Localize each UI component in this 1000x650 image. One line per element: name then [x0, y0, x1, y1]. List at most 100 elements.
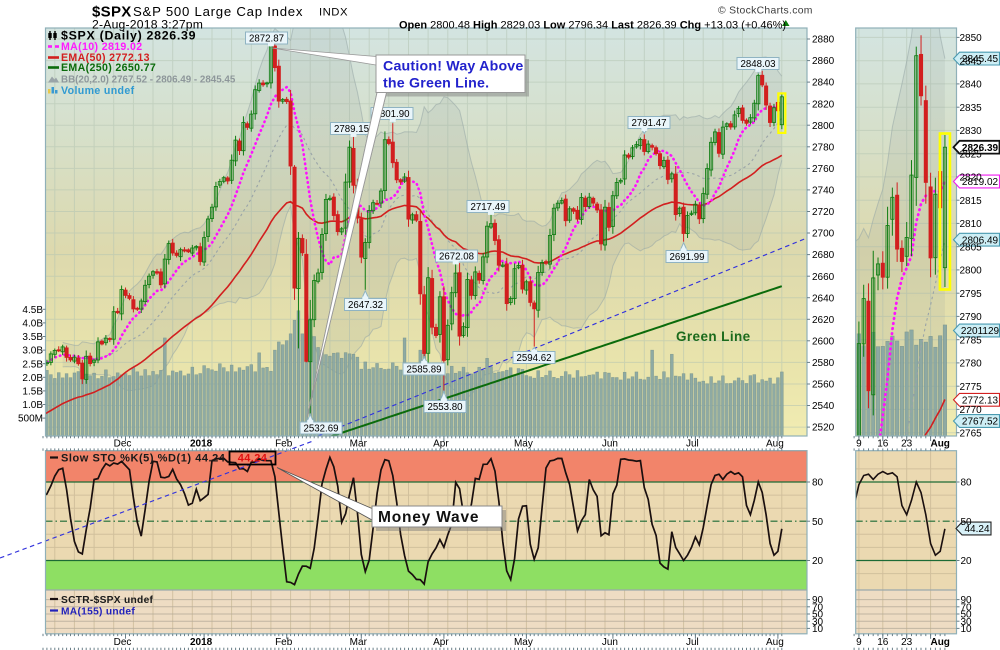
svg-text:Apr: Apr	[433, 439, 449, 450]
svg-text:Jul: Jul	[686, 439, 699, 450]
svg-text:May: May	[514, 637, 533, 648]
svg-text:2819.02: 2819.02	[962, 177, 999, 188]
svg-text:Mar: Mar	[350, 637, 368, 648]
svg-text:$SPX (Daily) 2826.39: $SPX (Daily) 2826.39	[61, 29, 196, 43]
svg-text:2600: 2600	[812, 336, 835, 347]
svg-text:50: 50	[812, 517, 824, 528]
svg-text:90: 90	[812, 595, 824, 606]
svg-text:2835: 2835	[960, 103, 983, 114]
svg-text:2620: 2620	[812, 315, 835, 326]
svg-text:Dec: Dec	[114, 439, 132, 450]
svg-text:2840: 2840	[960, 80, 983, 91]
svg-text:80: 80	[812, 478, 824, 489]
svg-text:2800: 2800	[960, 266, 983, 277]
svg-text:16: 16	[877, 439, 889, 450]
svg-text:2848.03: 2848.03	[740, 59, 775, 70]
svg-text:2805: 2805	[960, 242, 983, 253]
svg-text:2800: 2800	[812, 121, 835, 132]
svg-text:2540: 2540	[812, 401, 835, 412]
svg-text:2815: 2815	[960, 196, 983, 207]
svg-text:Jun: Jun	[602, 439, 618, 450]
svg-text:30: 30	[961, 617, 973, 628]
svg-text:2845: 2845	[960, 56, 983, 67]
svg-text:2880: 2880	[812, 35, 835, 46]
svg-text:May: May	[514, 439, 533, 450]
svg-text:2860: 2860	[812, 56, 835, 67]
svg-text:2845.45: 2845.45	[962, 54, 999, 65]
svg-text:© StockCharts.com: © StockCharts.com	[718, 6, 813, 17]
svg-text:2560: 2560	[812, 380, 835, 391]
svg-text:EMA(250) 2650.77: EMA(250) 2650.77	[61, 62, 156, 74]
svg-text:2018: 2018	[190, 637, 213, 648]
svg-text:90: 90	[961, 595, 973, 606]
svg-text:16: 16	[877, 637, 889, 648]
svg-text:2691.99: 2691.99	[669, 252, 704, 263]
svg-text:$SPX: $SPX	[92, 4, 132, 21]
svg-text:Feb: Feb	[275, 637, 293, 648]
svg-text:2810: 2810	[960, 219, 983, 230]
svg-text:2795: 2795	[960, 289, 983, 300]
svg-text:1.5B: 1.5B	[22, 387, 43, 398]
svg-text:2532.69: 2532.69	[303, 424, 338, 435]
svg-text:2018: 2018	[190, 439, 213, 450]
svg-text:2-Aug-2018 3:27pm: 2-Aug-2018 3:27pm	[92, 17, 203, 31]
svg-text:2660: 2660	[812, 272, 835, 283]
svg-text:2717.49: 2717.49	[470, 202, 505, 213]
svg-text:10: 10	[961, 624, 973, 635]
svg-text:500M: 500M	[18, 414, 43, 425]
svg-text:2553.80: 2553.80	[427, 402, 463, 413]
svg-text:2820: 2820	[812, 99, 835, 110]
svg-text:20: 20	[812, 556, 824, 567]
svg-text:2840: 2840	[812, 78, 835, 89]
svg-text:2765: 2765	[960, 428, 983, 439]
svg-text:2820: 2820	[960, 173, 983, 184]
svg-text:3.5B: 3.5B	[22, 332, 43, 343]
svg-text:2775: 2775	[960, 382, 983, 393]
svg-text:44.24: 44.24	[238, 453, 268, 465]
svg-text:INDX: INDX	[319, 7, 348, 19]
svg-text:Aug: Aug	[766, 439, 784, 450]
svg-text:Money Wave: Money Wave	[378, 509, 479, 526]
svg-text:2700: 2700	[812, 229, 835, 240]
svg-text:50: 50	[812, 610, 824, 621]
svg-text:2520: 2520	[812, 423, 835, 434]
svg-text:Aug: Aug	[766, 637, 784, 648]
svg-text:50: 50	[961, 517, 973, 528]
svg-text:20: 20	[961, 556, 973, 567]
svg-text:2825: 2825	[960, 149, 983, 160]
svg-text:Jul: Jul	[686, 637, 699, 648]
svg-text:23: 23	[901, 439, 913, 450]
svg-text:Feb: Feb	[275, 439, 293, 450]
svg-text:2594.62: 2594.62	[516, 353, 551, 364]
svg-text:Open 2800.48 High 2829.03 Low: Open 2800.48 High 2829.03 Low 2796.34 La…	[399, 19, 786, 31]
svg-text:Dec: Dec	[114, 637, 132, 648]
svg-text:2791.47: 2791.47	[631, 118, 666, 129]
svg-text:SCTR-$SPX undef: SCTR-$SPX undef	[61, 595, 154, 606]
svg-text:2780: 2780	[812, 142, 835, 153]
svg-text:2772.13: 2772.13	[962, 395, 999, 406]
svg-text:2872.87: 2872.87	[249, 34, 284, 45]
svg-text:Green Line: Green Line	[676, 329, 751, 344]
svg-text:9: 9	[856, 439, 862, 450]
svg-text:70: 70	[812, 602, 824, 613]
svg-text:2760: 2760	[812, 164, 835, 175]
svg-text:2850: 2850	[960, 33, 983, 44]
svg-text:23: 23	[901, 637, 913, 648]
svg-text:2801.90: 2801.90	[374, 109, 410, 120]
svg-text:2.0B: 2.0B	[22, 373, 43, 384]
svg-text:2785: 2785	[960, 335, 983, 346]
svg-text:2201129: 2201129	[961, 326, 1000, 337]
svg-text:S&P 500 Large Cap Index: S&P 500 Large Cap Index	[133, 4, 303, 19]
svg-text:3.0B: 3.0B	[22, 346, 43, 357]
svg-text:Volume undef: Volume undef	[61, 85, 135, 97]
svg-text:2580: 2580	[812, 358, 835, 369]
svg-text:MA(10) 2819.02: MA(10) 2819.02	[61, 41, 142, 53]
svg-text:2789.15: 2789.15	[334, 124, 369, 135]
svg-text:2672.08: 2672.08	[439, 252, 474, 263]
svg-text:2585.89: 2585.89	[406, 365, 441, 376]
svg-text:Aug: Aug	[930, 439, 949, 450]
svg-text:2640: 2640	[812, 293, 835, 304]
svg-text:2767.52: 2767.52	[962, 417, 999, 428]
svg-text:EMA(50) 2772.13: EMA(50) 2772.13	[61, 52, 150, 64]
svg-text:MA(155) undef: MA(155) undef	[61, 606, 135, 617]
